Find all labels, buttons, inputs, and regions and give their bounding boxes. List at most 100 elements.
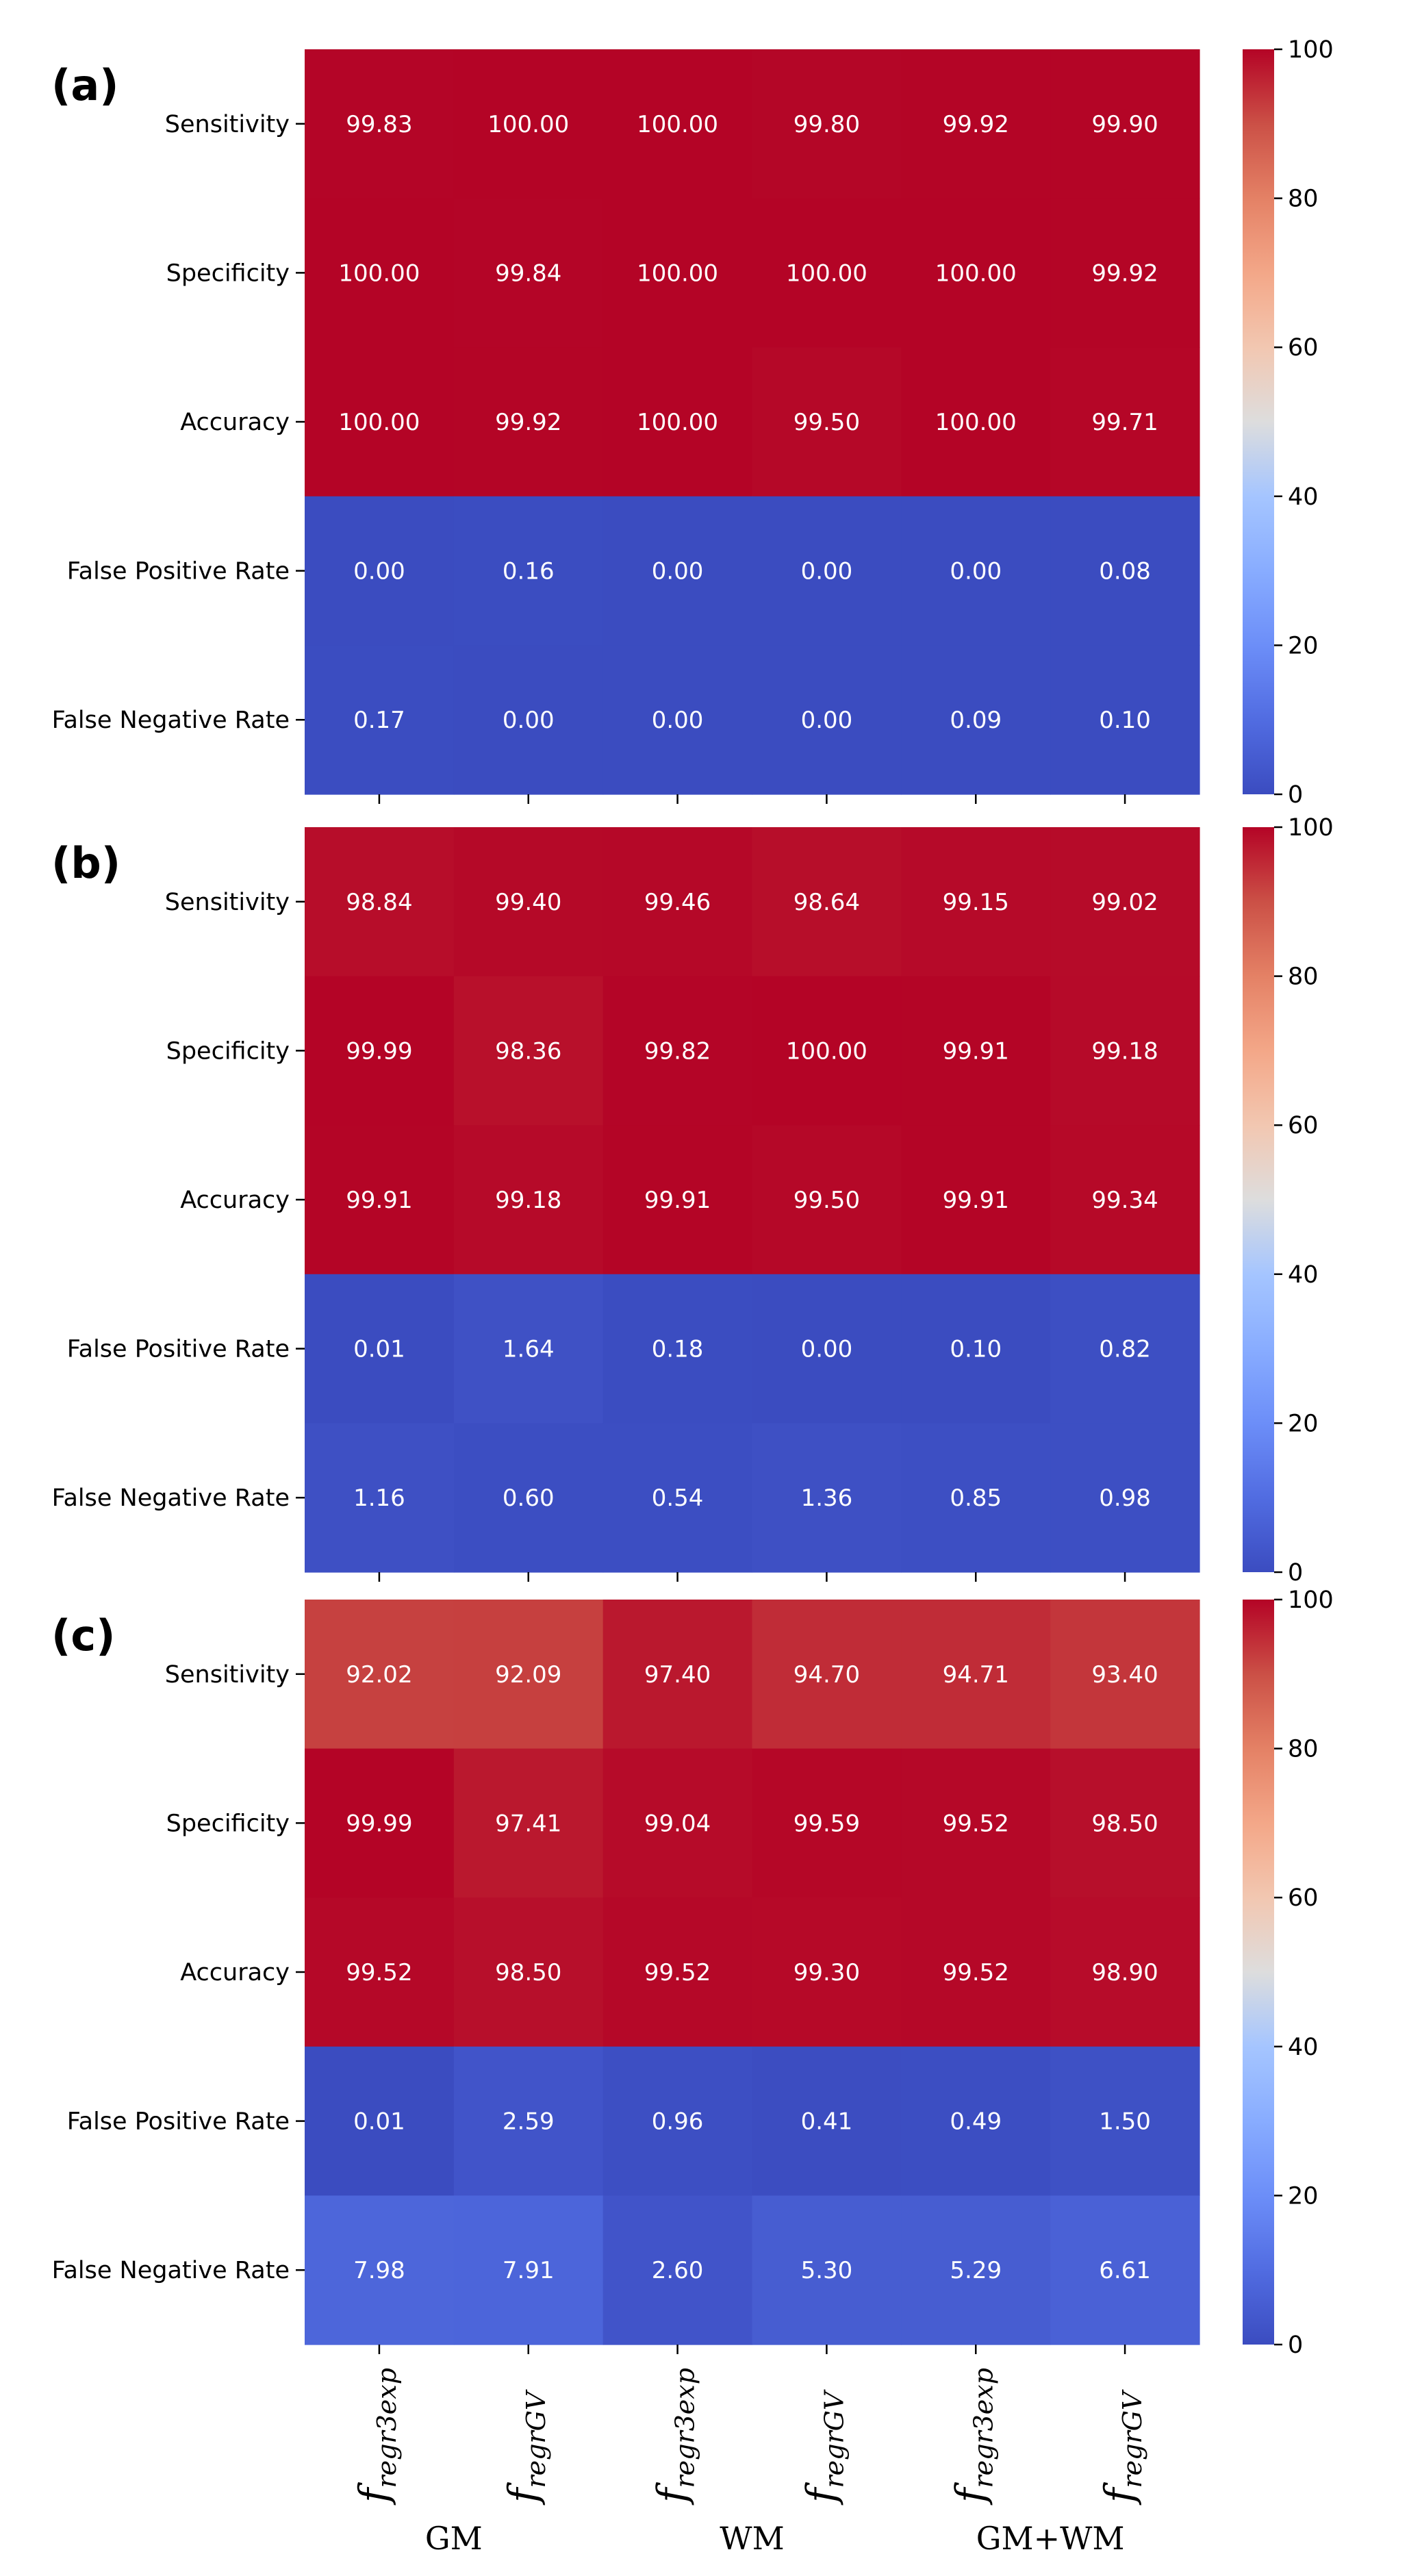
cell-value-label: 2.60 xyxy=(652,2257,704,2284)
colorbar-tick-label: 80 xyxy=(1288,186,1319,213)
colorbar-tick-label: 20 xyxy=(1288,632,1319,659)
colorbar-tick-label: 80 xyxy=(1288,963,1319,991)
heatmap-cell xyxy=(305,976,455,1126)
cell-value-label: 5.30 xyxy=(801,2257,853,2284)
heatmap-cell xyxy=(752,645,902,795)
cell-value-label: 0.82 xyxy=(1099,1336,1151,1363)
colorbar-tick-label: 0 xyxy=(1288,781,1303,809)
colorbar-tick-label: 100 xyxy=(1288,814,1334,842)
row-label: Specificity xyxy=(166,1037,290,1065)
cell-value-label: 94.70 xyxy=(794,1661,860,1689)
heatmap-cell xyxy=(602,827,753,977)
heatmap-cell xyxy=(305,1600,455,1750)
cell-value-label: 99.99 xyxy=(346,1810,412,1837)
heatmap-cell xyxy=(602,1423,753,1573)
heatmap-cell xyxy=(453,1748,604,1898)
cell-value-label: 7.91 xyxy=(503,2257,555,2284)
cell-value-label: 0.08 xyxy=(1099,558,1151,585)
heatmap-cell xyxy=(901,1748,1051,1898)
heatmap-cell xyxy=(1050,1600,1200,1750)
colorbar-tick-label: 0 xyxy=(1288,2332,1303,2359)
column-tick-label: fregr3exp xyxy=(649,2368,700,2505)
heatmap-cell xyxy=(453,1897,604,2047)
cell-value-label: 0.54 xyxy=(652,1485,704,1512)
colorbar xyxy=(1243,49,1274,794)
row-label: False Positive Rate xyxy=(67,1336,290,1363)
heatmap-cell xyxy=(453,1423,604,1573)
heatmap-cell xyxy=(453,827,604,977)
heatmap-cell xyxy=(305,198,455,348)
cell-value-label: 98.36 xyxy=(495,1037,561,1065)
row-label: False Positive Rate xyxy=(67,558,290,585)
row-label: Accuracy xyxy=(180,1959,290,1986)
cell-value-label: 0.00 xyxy=(801,1336,853,1363)
heatmap-cell xyxy=(453,1125,604,1275)
cell-value-label: 94.71 xyxy=(943,1661,1009,1689)
heatmap-cell xyxy=(602,976,753,1126)
cell-value-label: 0.00 xyxy=(503,707,555,734)
cell-value-label: 0.00 xyxy=(652,707,704,734)
heatmap-cell xyxy=(752,2195,902,2345)
heatmap-cell xyxy=(305,1748,455,1898)
cell-value-label: 98.64 xyxy=(794,889,860,916)
row-label: Sensitivity xyxy=(165,1661,290,1689)
cell-value-label: 99.15 xyxy=(943,889,1009,916)
row-label: Accuracy xyxy=(180,1187,290,1214)
cell-value-label: 0.00 xyxy=(652,558,704,585)
cell-value-label: 92.09 xyxy=(495,1661,561,1689)
row-label: Accuracy xyxy=(180,409,290,436)
cell-value-label: 0.96 xyxy=(652,2108,704,2136)
cell-value-label: 99.92 xyxy=(1091,260,1158,287)
heatmap-cell xyxy=(901,2046,1051,2196)
heatmap-cell xyxy=(602,347,753,497)
row-label: False Negative Rate xyxy=(52,1485,290,1512)
heatmap-cell xyxy=(602,645,753,795)
heatmap-cell xyxy=(453,198,604,348)
heatmap-cell xyxy=(453,2046,604,2196)
colorbar xyxy=(1243,827,1274,1572)
heatmap-cell xyxy=(752,49,902,199)
heatmap-cell xyxy=(305,1125,455,1275)
cell-value-label: 99.82 xyxy=(644,1037,711,1065)
colorbar-tick-label: 40 xyxy=(1288,1261,1319,1289)
heatmap-cell xyxy=(1050,976,1200,1126)
cell-value-label: 99.84 xyxy=(495,260,561,287)
cell-value-label: 0.10 xyxy=(1099,707,1151,734)
heatmap-panel: (b) 98.84 99.40 99.46 98.64 99.15 99.02 99.99 98… xyxy=(51,814,1334,1587)
heatmap-cell xyxy=(602,496,753,646)
cell-value-label: 0.49 xyxy=(950,2108,1002,2136)
cell-value-label: 0.00 xyxy=(801,558,853,585)
colorbar-tick-label: 100 xyxy=(1288,36,1334,64)
cell-value-label: 98.90 xyxy=(1091,1959,1158,1986)
cell-value-label: 99.18 xyxy=(1091,1037,1158,1065)
heatmap-cell xyxy=(305,347,455,497)
heatmap-panel: (a) 99.83 100.00 100.00 99.80 99.92 99.90 100.0… xyxy=(51,36,1334,809)
heatmap-cell xyxy=(602,198,753,348)
heatmap-cell xyxy=(1050,347,1200,497)
cell-value-label: 0.18 xyxy=(652,1336,704,1363)
cell-value-label: 99.92 xyxy=(943,111,1009,138)
heatmap-cell xyxy=(602,1125,753,1275)
cell-value-label: 99.90 xyxy=(1091,111,1158,138)
heatmap-cell xyxy=(901,1423,1051,1573)
heatmap-cell xyxy=(1050,2046,1200,2196)
heatmap-cell xyxy=(752,1748,902,1898)
heatmap-cell xyxy=(1050,1897,1200,2047)
column-tick-label: fregr3exp xyxy=(351,2368,402,2505)
heatmap-cell xyxy=(1050,645,1200,795)
cell-value-label: 0.17 xyxy=(353,707,405,734)
cell-value-label: 99.52 xyxy=(943,1959,1009,1986)
panel-label: (a) xyxy=(51,60,119,110)
cell-value-label: 99.18 xyxy=(495,1187,561,1214)
heatmap-cell xyxy=(453,645,604,795)
heatmap-cell xyxy=(305,2195,455,2345)
heatmap-cell xyxy=(453,976,604,1126)
heatmap-cell xyxy=(752,347,902,497)
cell-value-label: 100.00 xyxy=(935,409,1017,436)
cell-value-label: 0.16 xyxy=(503,558,555,585)
colorbar-tick-label: 20 xyxy=(1288,2182,1319,2210)
cell-value-label: 5.29 xyxy=(950,2257,1002,2284)
cell-value-label: 99.80 xyxy=(794,111,860,138)
heatmap-cell xyxy=(901,347,1051,497)
